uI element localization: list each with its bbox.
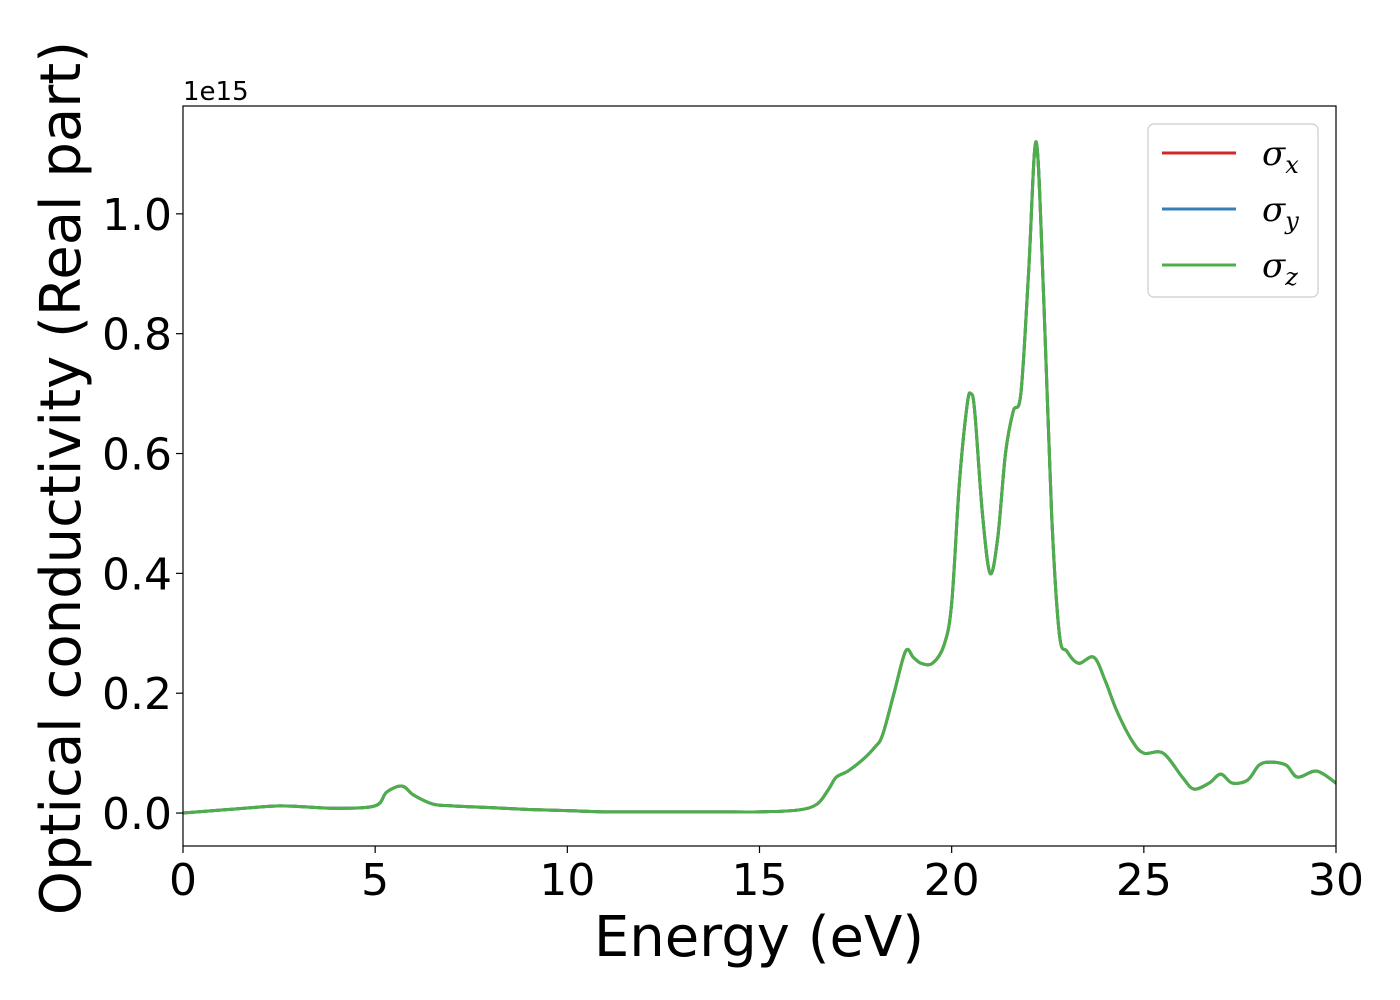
legend-subscript: y <box>1284 207 1299 235</box>
y-axis-title: Optical conductivity (Real part) <box>29 41 94 915</box>
legend-label: σy <box>1262 190 1299 235</box>
y-tick-label: 0.2 <box>102 669 172 720</box>
legend-label: σz <box>1262 246 1298 291</box>
x-tick-label: 0 <box>169 855 197 906</box>
legend-subscript: z <box>1284 263 1298 291</box>
x-tick-label: 15 <box>732 855 788 906</box>
x-tick-label: 20 <box>924 855 980 906</box>
y-tick-label: 0.4 <box>102 549 172 600</box>
x-tick-label: 10 <box>539 855 595 906</box>
legend-label: σx <box>1262 134 1299 179</box>
x-axis-ticks: 0 5 10 15 20 25 30 <box>169 846 1364 906</box>
legend-symbol: σ <box>1262 190 1286 230</box>
x-axis-title: Energy (eV) <box>594 905 924 970</box>
y-tick-label: 0.8 <box>102 310 172 361</box>
y-tick-label: 1.0 <box>102 190 172 241</box>
plot-area <box>183 106 1336 846</box>
x-tick-label: 30 <box>1308 855 1364 906</box>
series-lines <box>183 140 1336 815</box>
y-axis-ticks: 0.0 0.2 0.4 0.6 0.8 1.0 <box>102 190 183 840</box>
series-line-z <box>183 140 1336 815</box>
legend-symbol: σ <box>1262 246 1286 286</box>
legend-symbol: σ <box>1262 134 1286 174</box>
y-tick-label: 0.6 <box>102 430 172 481</box>
y-offset-label: 1e15 <box>183 77 249 107</box>
y-tick-label: 0.0 <box>102 789 172 840</box>
x-tick-label: 25 <box>1116 855 1172 906</box>
legend-subscript: x <box>1285 151 1299 179</box>
x-tick-label: 5 <box>361 855 389 906</box>
